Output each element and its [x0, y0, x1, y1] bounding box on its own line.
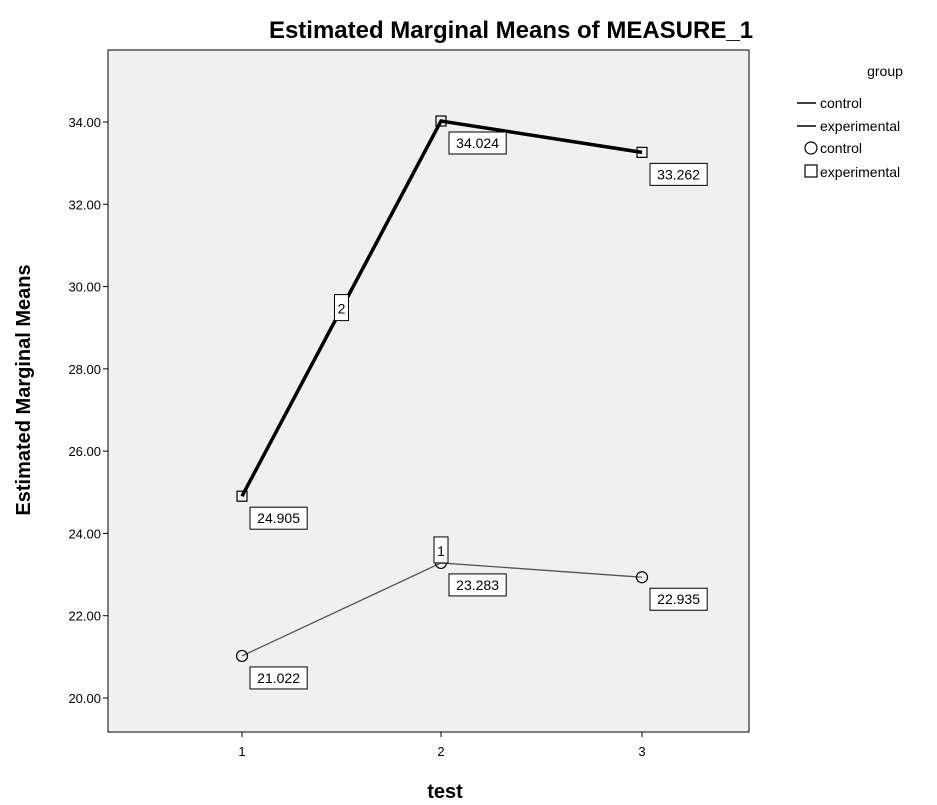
data-label-experimental-text: 24.905	[257, 510, 300, 526]
data-label-control-box	[448, 573, 507, 597]
line-id-text-control: 1	[437, 543, 445, 559]
line-id-text-experimental: 2	[338, 301, 346, 317]
plot-area	[107, 49, 750, 733]
x-tick-label: 1	[238, 744, 245, 759]
data-label-control-text: 23.283	[456, 577, 499, 593]
y-tick-label: 28.00	[68, 362, 101, 377]
data-label-control-text: 21.022	[257, 670, 300, 686]
data-label-experimental: 33.262	[649, 162, 708, 186]
y-tick-label: 20.00	[68, 691, 101, 706]
line-id-box-experimental	[334, 294, 349, 322]
y-axis-title: Estimated Marginal Means	[13, 264, 35, 515]
series-line-experimental	[240, 119, 643, 498]
data-label-experimental: 24.905	[249, 506, 308, 530]
line-id-box-control	[433, 536, 449, 564]
x-tick-label: 2	[437, 744, 444, 759]
data-label-control: 22.935	[649, 587, 708, 611]
y-tick-label: 30.00	[68, 280, 101, 295]
data-label-experimental-text: 34.024	[456, 135, 499, 151]
x-tick-label: 3	[638, 744, 645, 759]
legend-line-control-label: control	[820, 95, 862, 111]
chart-title: Estimated Marginal Means of MEASURE_1	[269, 17, 753, 44]
data-label-control-text: 22.935	[657, 591, 700, 607]
data-label-control-box	[649, 587, 708, 611]
x-axis-title: test	[427, 781, 463, 803]
y-tick-label: 22.00	[68, 609, 101, 624]
line-id-label-experimental: 2	[334, 294, 349, 322]
data-point-experimental	[435, 115, 447, 127]
legend-title: group	[867, 63, 903, 79]
y-axis: 20.00 22.00 24.00 26.00 28.00 30.00 32.00 34.00	[68, 115, 108, 706]
data-label-control-box	[249, 666, 308, 690]
series-layer: 21.022 23.283 22.935 1 24.905 34.024 33.262 2	[235, 115, 708, 690]
y-tick-label: 26.00	[68, 444, 101, 459]
data-label-experimental: 34.024	[448, 131, 507, 155]
legend-marker-experimental-label: experimental	[820, 164, 900, 180]
y-tick-label: 32.00	[68, 197, 101, 212]
data-label-experimental-box	[448, 131, 507, 155]
data-point-experimental	[636, 146, 648, 158]
data-label-experimental-text: 33.262	[657, 166, 700, 182]
legend: group control experimental control exper…	[797, 63, 903, 180]
data-label-control: 23.283	[448, 573, 507, 597]
y-tick-label: 34.00	[68, 115, 101, 130]
data-label-experimental-box	[249, 506, 308, 530]
legend-marker-control-label: control	[820, 140, 862, 156]
legend-square-marker-icon	[804, 164, 818, 178]
legend-circle-marker-icon	[804, 141, 818, 155]
legend-line-experimental-label: experimental	[820, 118, 900, 134]
y-tick-label: 24.00	[68, 526, 101, 541]
data-point-control	[635, 571, 649, 584]
data-point-experimental	[236, 490, 248, 502]
data-label-control: 21.022	[249, 666, 308, 690]
x-axis: 1 2 3	[238, 732, 646, 759]
data-label-experimental-box	[649, 162, 708, 186]
line-id-label-control: 1	[433, 536, 449, 564]
data-point-control	[235, 649, 249, 663]
